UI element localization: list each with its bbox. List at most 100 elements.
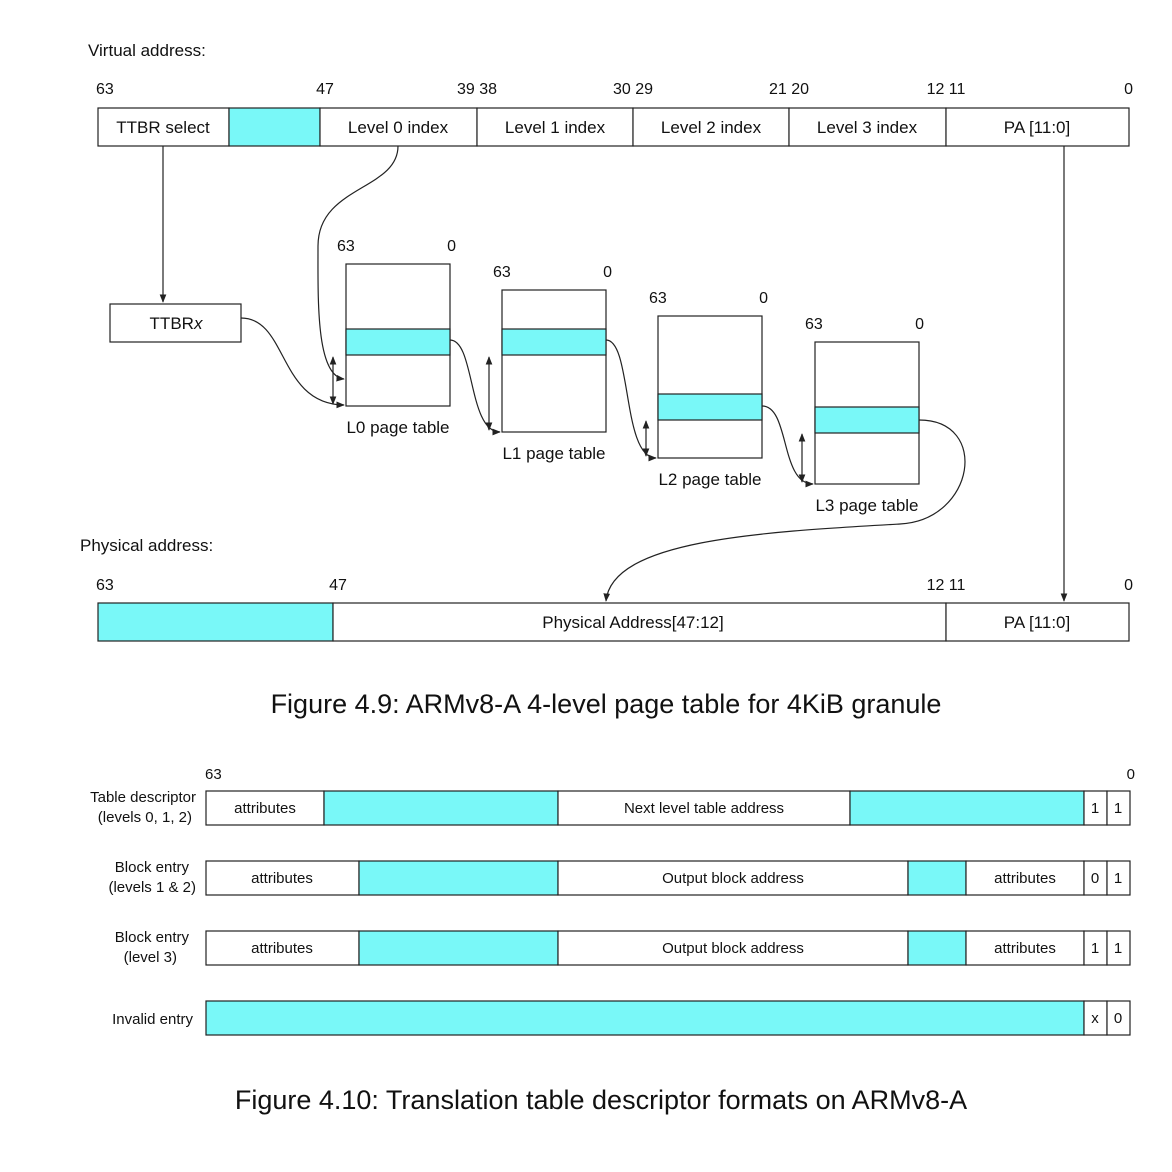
block-entry-l12-levels: (levels 1 & 2) bbox=[108, 879, 196, 896]
l1-page-table: 63 0 L1 page table bbox=[493, 264, 612, 463]
l2-table-box bbox=[657, 315, 763, 459]
physical-address-register: Physical Address[47:12] PA [11:0] bbox=[97, 602, 1130, 642]
va-field-level0 bbox=[319, 107, 478, 147]
ttbr-prefix: TTBR bbox=[150, 314, 194, 333]
figure-4-10-caption: Figure 4.10: Translation table descripto… bbox=[235, 1085, 967, 1115]
l0-table-label: L0 page table bbox=[346, 418, 449, 437]
be12-reserved-low bbox=[907, 860, 967, 896]
block-entry-l3-row: Block entry (level 3) attributes Output … bbox=[115, 929, 1131, 966]
be12-lower-attributes-text: attributes bbox=[994, 870, 1056, 887]
td-bit0 bbox=[1106, 790, 1131, 826]
td-bit1-text: 1 bbox=[1091, 800, 1099, 817]
invalid-bit1-text: x bbox=[1091, 1010, 1099, 1027]
be3-reserved-low bbox=[907, 930, 967, 966]
l1-entry-highlight bbox=[501, 328, 607, 356]
l1-table-label: L1 page table bbox=[502, 444, 605, 463]
virtual-address-label: Virtual address: bbox=[88, 41, 206, 60]
level0-index-arrow bbox=[317, 145, 399, 382]
virtual-address-register: TTBR select Level 0 index Level 1 index … bbox=[97, 107, 1130, 147]
l1-to-l2-arrow bbox=[605, 339, 657, 462]
block-entry-l3-label: Block entry bbox=[115, 929, 190, 946]
pa-bit-47: 47 bbox=[329, 577, 347, 594]
va-bit-21-20: 21 20 bbox=[769, 81, 809, 98]
l2-to-l3-arrow bbox=[761, 405, 814, 488]
l3-page-table: 63 0 L3 page table bbox=[805, 316, 924, 515]
va-bit-12-11: 12 11 bbox=[927, 81, 966, 98]
l2-entry-highlight bbox=[657, 393, 763, 421]
level2-index-text: Level 2 index bbox=[661, 118, 762, 137]
be12-upper-attributes-text: attributes bbox=[251, 870, 313, 887]
be12-bit0 bbox=[1106, 860, 1131, 896]
block-entry-l12-row: Block entry (levels 1 & 2) attributes Ou… bbox=[108, 859, 1131, 896]
td-bit0-text: 1 bbox=[1114, 800, 1122, 817]
l3-entry-highlight bbox=[814, 406, 920, 434]
td-reserved-low bbox=[849, 790, 1085, 826]
ttbr-select-text: TTBR select bbox=[116, 118, 210, 137]
figure-4-9: Virtual address: 63 47 39 38 30 29 21 20… bbox=[80, 41, 1133, 719]
va-field-pa-low bbox=[945, 107, 1130, 147]
invalid-bit0 bbox=[1106, 1000, 1131, 1036]
be12-bit0-text: 1 bbox=[1114, 870, 1122, 887]
be3-output-address-text: Output block address bbox=[662, 940, 804, 957]
invalid-entry-row: Invalid entry x 0 bbox=[112, 1000, 1131, 1036]
va-bit-0: 0 bbox=[1124, 81, 1133, 98]
pa-field-unused bbox=[97, 602, 334, 642]
be3-reserved-high bbox=[358, 930, 559, 966]
be3-lower-attributes-text: attributes bbox=[994, 940, 1056, 957]
va-bit-63: 63 bbox=[96, 81, 114, 98]
be3-bit0 bbox=[1106, 930, 1131, 966]
va-field-ttbr-select bbox=[97, 107, 230, 147]
l0-page-table: 63 0 L0 page table bbox=[337, 238, 456, 437]
pa-bit-63: 63 bbox=[96, 577, 114, 594]
block-entry-l12-label: Block entry bbox=[115, 859, 190, 876]
be3-upper-attributes bbox=[205, 930, 360, 966]
physical-address-label: Physical address: bbox=[80, 536, 213, 555]
be12-bit1-text: 0 bbox=[1091, 870, 1099, 887]
va-bit-39-38: 39 38 bbox=[457, 81, 497, 98]
pa-bit-12-11: 12 11 bbox=[927, 577, 966, 594]
be12-reserved-high bbox=[358, 860, 559, 896]
ttbrx-register bbox=[109, 303, 242, 343]
l3-bit-63: 63 bbox=[805, 316, 823, 333]
l0-to-l1-arrow bbox=[449, 339, 501, 436]
level1-index-text: Level 1 index bbox=[505, 118, 606, 137]
va-bit-30-29: 30 29 bbox=[613, 81, 653, 98]
l2-page-table: 63 0 L2 page table bbox=[649, 290, 768, 489]
be3-bit1-text: 1 bbox=[1091, 940, 1099, 957]
l0-bit-63: 63 bbox=[337, 238, 355, 255]
ttbrx-text: TTBRx bbox=[150, 314, 203, 333]
be12-output-address bbox=[557, 860, 909, 896]
be3-lower-attributes bbox=[965, 930, 1085, 966]
pa-low-text: PA [11:0] bbox=[1004, 613, 1070, 632]
be12-upper-attributes bbox=[205, 860, 360, 896]
descriptor-bit-63: 63 bbox=[205, 766, 222, 783]
table-descriptor-label: Table descriptor bbox=[90, 789, 196, 806]
l1-bit-0: 0 bbox=[603, 264, 612, 281]
pa-field-low bbox=[945, 602, 1130, 642]
be3-bit0-text: 1 bbox=[1114, 940, 1122, 957]
figure-4-9-caption: Figure 4.9: ARMv8-A 4-level page table f… bbox=[271, 689, 942, 719]
l0-entry-highlight bbox=[345, 328, 451, 356]
l3-bit-0: 0 bbox=[915, 316, 924, 333]
invalid-bit0-text: 0 bbox=[1114, 1010, 1122, 1027]
l2-bit-0: 0 bbox=[759, 290, 768, 307]
descriptor-bit-0: 0 bbox=[1127, 766, 1135, 783]
va-bit-47: 47 bbox=[316, 81, 334, 98]
ttbr-suffix: x bbox=[193, 314, 203, 333]
va-field-level3 bbox=[788, 107, 947, 147]
block-entry-l3-levels: (level 3) bbox=[124, 949, 177, 966]
translation-arrows bbox=[159, 145, 1068, 602]
table-descriptor-row: Table descriptor (levels 0, 1, 2) attrib… bbox=[90, 789, 1131, 826]
td-attributes-text: attributes bbox=[234, 800, 296, 817]
pa-bit-0: 0 bbox=[1124, 577, 1133, 594]
pa-main-text: Physical Address[47:12] bbox=[542, 613, 723, 632]
l0-bit-0: 0 bbox=[447, 238, 456, 255]
l1-bit-63: 63 bbox=[493, 264, 511, 281]
l2-table-label: L2 page table bbox=[658, 470, 761, 489]
be3-upper-attributes-text: attributes bbox=[251, 940, 313, 957]
va-field-unused bbox=[228, 107, 321, 147]
ttbrx-to-l0-arrow bbox=[240, 317, 345, 409]
be12-lower-attributes bbox=[965, 860, 1085, 896]
table-descriptor-levels: (levels 0, 1, 2) bbox=[98, 809, 192, 826]
